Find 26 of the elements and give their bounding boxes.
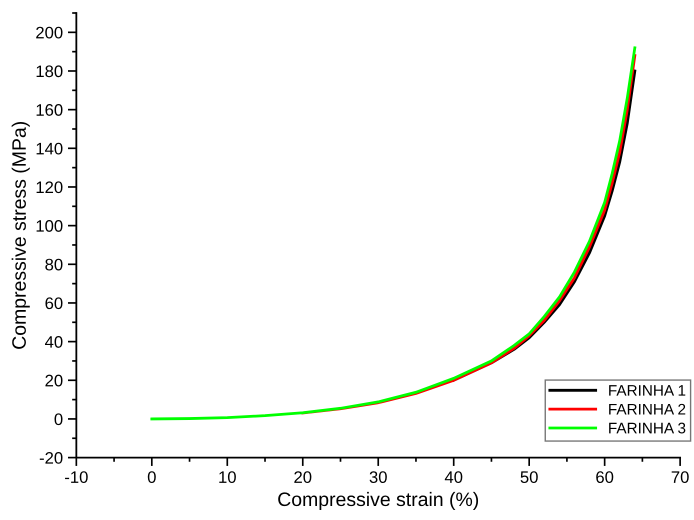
x-tick-label: 10: [219, 471, 236, 484]
legend-label: FARINHA 2: [609, 404, 686, 414]
y-tick-label: 20: [45, 374, 62, 386]
x-tick-label: 50: [520, 471, 538, 484]
legend-label: FARINHA 3: [609, 422, 686, 434]
y-tick-label: 100: [36, 220, 62, 232]
y-tick-label: 200: [36, 26, 62, 39]
y-tick-label: 180: [36, 65, 62, 78]
y-tick-label: 0: [54, 413, 62, 426]
y-tick-label: 60: [45, 297, 62, 310]
y-tick-label: -20: [40, 452, 62, 464]
x-tick-label: 40: [444, 471, 462, 484]
y-tick-label: 80: [45, 258, 62, 270]
y-tick-label: 140: [36, 142, 62, 155]
x-tick-label: 60: [596, 471, 614, 484]
y-axis-title: Compressive stress (MPa): [12, 122, 30, 349]
y-tick-label: 120: [36, 181, 62, 194]
x-tick-label: 0: [148, 471, 156, 484]
x-tick-label: 20: [294, 471, 312, 484]
y-tick-label: 160: [36, 104, 62, 116]
x-axis-title: Compressive strain (%): [278, 492, 478, 510]
x-tick-label: -10: [65, 471, 88, 484]
y-tick-label: 40: [44, 336, 62, 348]
x-tick-label: 30: [370, 471, 387, 484]
x-tick-label: 70: [672, 471, 689, 484]
legend-label: FARINHA 1: [609, 385, 686, 396]
